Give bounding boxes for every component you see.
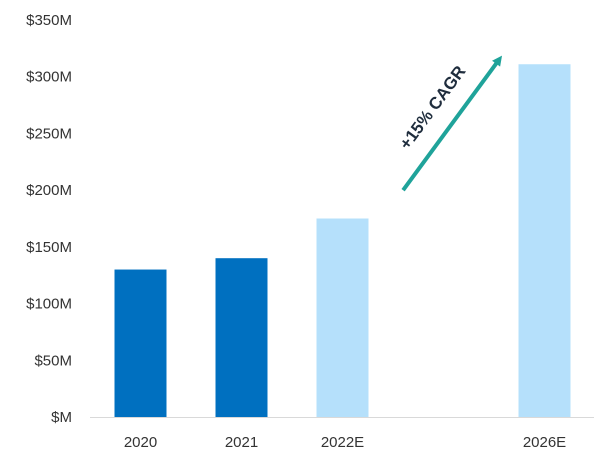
cagr-arrow	[401, 55, 503, 192]
y-tick-label: $350M	[26, 12, 72, 29]
y-axis: $M $50M $100M $150M $200M $250M $300M $350M	[26, 12, 72, 426]
y-tick-label: $300M	[26, 69, 72, 86]
bar-2022e	[316, 218, 369, 417]
y-tick-label: $50M	[34, 352, 72, 369]
x-axis: 2020 2021 2022E 2026E	[124, 434, 566, 451]
x-tick-label: 2021	[225, 434, 258, 451]
x-tick-label: 2026E	[523, 434, 566, 451]
y-tick-label: $M	[51, 409, 72, 426]
bar-2021	[215, 258, 268, 417]
y-tick-label: $100M	[26, 296, 72, 313]
y-tick-label: $200M	[26, 182, 72, 199]
y-tick-label: $150M	[26, 239, 72, 256]
cagr-annotation: +15% CAGR	[396, 55, 503, 192]
y-tick-label: $250M	[26, 125, 72, 142]
cagr-label: +15% CAGR	[396, 62, 470, 153]
bars	[114, 64, 571, 417]
x-tick-label: 2020	[124, 434, 157, 451]
x-tick-label: 2022E	[321, 434, 364, 451]
bar-2020	[114, 269, 167, 417]
bar-2026e	[518, 64, 571, 417]
